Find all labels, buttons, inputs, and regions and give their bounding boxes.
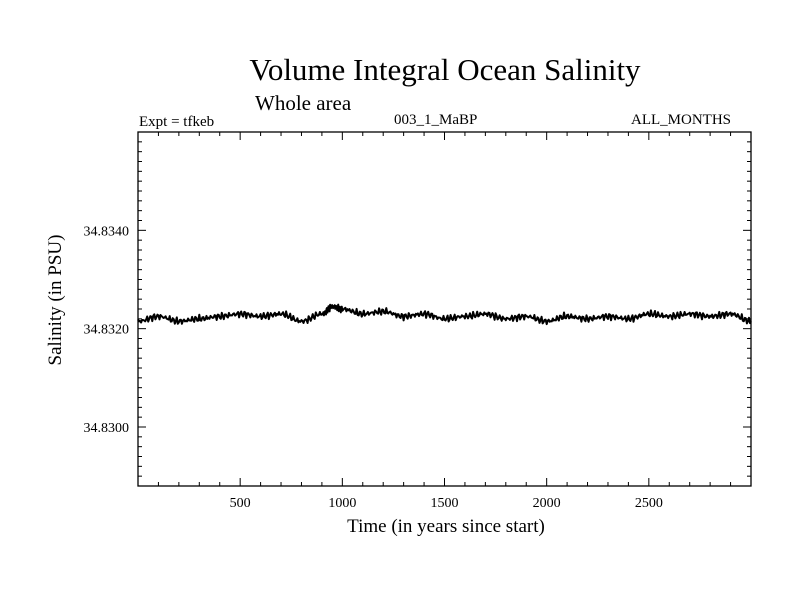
plot-frame xyxy=(137,131,752,487)
x-axis-label: Time (in years since start) xyxy=(347,516,545,537)
run-label: 003_1_MaBP xyxy=(394,112,478,128)
x-tick-label: 1500 xyxy=(431,496,459,511)
series-group xyxy=(137,303,752,326)
axis-ticks xyxy=(138,132,751,486)
chart-subtitle: Whole area xyxy=(255,91,352,115)
y-tick-label: 34.8340 xyxy=(84,224,130,239)
period-label: ALL_MONTHS xyxy=(631,112,731,128)
experiment-label: Expt = tfkeb xyxy=(139,114,215,130)
y-tick-label: 34.8320 xyxy=(84,323,130,338)
x-tick-label: 1000 xyxy=(328,496,356,511)
axis-tick-labels: 500 1000 1500 2000 2500 34.8300 34.8320 34.8340 xyxy=(84,224,663,511)
chart-title: Volume Integral Ocean Salinity xyxy=(249,52,641,87)
salinity-series-line xyxy=(137,303,752,326)
x-tick-label: 2500 xyxy=(635,496,663,511)
x-tick-label: 2000 xyxy=(533,496,561,511)
x-tick-label: 500 xyxy=(230,496,251,511)
y-tick-label: 34.8300 xyxy=(84,421,130,436)
